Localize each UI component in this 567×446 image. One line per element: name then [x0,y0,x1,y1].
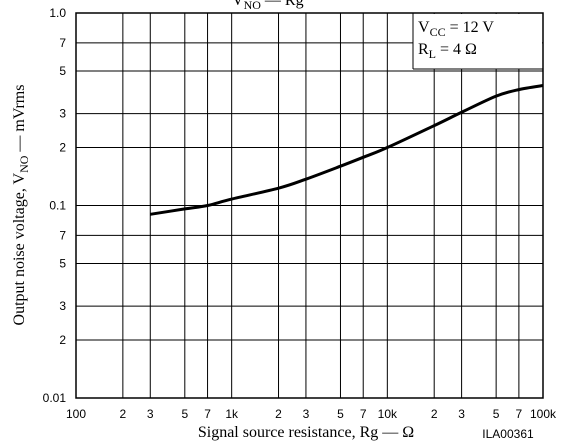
y-tick-label: 7 [59,228,66,242]
x-tick-label: 7 [516,407,523,421]
chart-title: VNO — Rg [232,0,304,12]
annotation-part: = 12 V [446,19,495,36]
title-part: NO [244,0,262,12]
y-tick-label: 5 [59,64,66,78]
y-tick-label: 3 [59,107,66,121]
y-tick-label: 0.1 [49,199,66,213]
title-part: V [232,0,244,9]
x-tick-label: 3 [458,407,465,421]
x-tick-label: 1k [225,407,239,421]
y-axis-label: Output noise voltage, VNO — mVrms [11,85,31,326]
x-tick-label: 5 [337,407,344,421]
y-tick-label: 2 [59,141,66,155]
x-tick-label: 2 [275,407,282,421]
x-axis-label: Signal source resistance, Rg — Ω [198,424,414,441]
annotation-box [413,14,542,69]
x-tick-label: 10k [378,407,398,421]
x-tick-label: 2 [120,407,127,421]
x-tick-label: 2 [431,407,438,421]
annotation-part: CC [430,25,446,39]
annotation-part: = 4 Ω [436,41,477,58]
y-tick-label: 0.01 [43,391,67,405]
x-tick-label: 3 [303,407,310,421]
annotation-part: V [418,19,430,36]
y-tick-label: 7 [59,36,66,50]
y-tick-label: 3 [59,299,66,313]
x-tick-label: 5 [181,407,188,421]
y-tick-label: 5 [59,256,66,270]
y-tick-label: 2 [59,333,66,347]
annotation-part: R [418,41,429,58]
x-tick-label: 100 [66,407,86,421]
data-line [150,84,544,216]
figure-id: ILA00361 [482,427,534,441]
y-label-part: — mVrms [11,85,28,156]
x-tick-label: 7 [360,407,367,421]
x-tick-label: 3 [147,407,154,421]
title-part: — Rg [261,0,304,9]
y-label-part: Output noise voltage, V [11,172,28,325]
x-tick-label: 100k [530,407,557,421]
y-label-part: NO [17,155,31,173]
plot-frame [75,12,544,399]
annotation: RL = 4 Ω [418,41,477,61]
x-tick-label: 5 [493,407,500,421]
annotation-part: L [429,47,436,61]
y-tick-label: 1.0 [49,6,66,20]
x-tick-label: 7 [204,407,211,421]
annotation: VCC = 12 V [418,19,494,39]
